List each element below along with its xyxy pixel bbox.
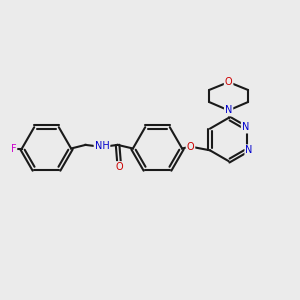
Text: NH: NH [94,141,110,152]
Text: O: O [225,77,232,87]
Text: F: F [11,143,16,154]
Text: N: N [242,122,249,133]
Text: N: N [225,105,232,116]
Text: N: N [245,145,253,155]
Text: O: O [115,162,123,172]
Text: O: O [187,142,194,152]
